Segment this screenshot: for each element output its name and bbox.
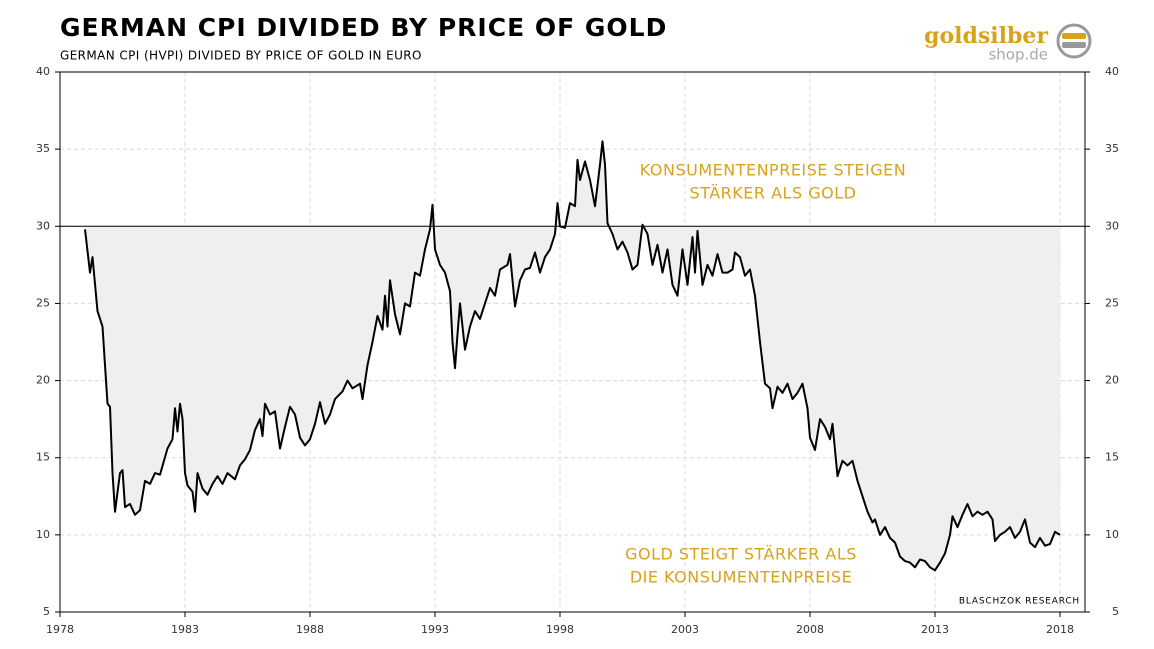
x-tick-label: 1983 <box>171 623 199 636</box>
annotation: KONSUMENTENPREISE STEIGEN <box>640 161 906 180</box>
y2-tick-label: 5 <box>1112 605 1119 618</box>
y-tick-label: 10 <box>36 528 50 541</box>
logo-text: goldsilber <box>924 23 1048 49</box>
y-tick-label: 5 <box>43 605 50 618</box>
chart-subtitle: GERMAN CPI (HVPI) DIVIDED BY PRICE OF GO… <box>60 49 422 63</box>
annotation: GOLD STEIGT STÄRKER ALS <box>625 545 857 564</box>
y-tick-label: 35 <box>36 142 50 155</box>
area-fill <box>85 141 1060 571</box>
y-tick-label: 40 <box>36 65 50 78</box>
x-tick-label: 1988 <box>296 623 324 636</box>
y-tick-label: 15 <box>36 451 50 464</box>
y2-tick-label: 25 <box>1105 296 1119 309</box>
y-tick-label: 30 <box>36 219 50 232</box>
data-line <box>84 140 1061 572</box>
y2-tick-label: 40 <box>1105 65 1119 78</box>
plot-frame <box>59 71 1086 613</box>
annotation: STÄRKER ALS GOLD <box>690 184 857 203</box>
logo-text: shop.de <box>988 46 1048 64</box>
y2-tick-label: 30 <box>1105 219 1119 232</box>
annotation: DIE KONSUMENTENPREISE <box>630 568 852 587</box>
x-tick-label: 2018 <box>1046 623 1074 636</box>
y-tick-label: 25 <box>36 296 50 309</box>
y2-tick-label: 35 <box>1105 142 1119 155</box>
source: BLASCHZOK RESEARCH <box>959 597 1080 607</box>
y2-tick-label: 20 <box>1105 374 1119 387</box>
y2-tick-label: 10 <box>1105 528 1119 541</box>
x-tick-label: 2013 <box>921 623 949 636</box>
x-tick-label: 1978 <box>46 623 74 636</box>
x-tick-label: 2008 <box>796 623 824 636</box>
x-tick-label: 2003 <box>671 623 699 636</box>
x-tick-label: 1998 <box>546 623 574 636</box>
y-tick-label: 20 <box>36 374 50 387</box>
chart-title: GERMAN CPI DIVIDED BY PRICE OF GOLD <box>60 13 667 42</box>
logo-icon <box>1056 23 1092 59</box>
x-tick-label: 1993 <box>421 623 449 636</box>
y2-tick-label: 15 <box>1105 451 1119 464</box>
